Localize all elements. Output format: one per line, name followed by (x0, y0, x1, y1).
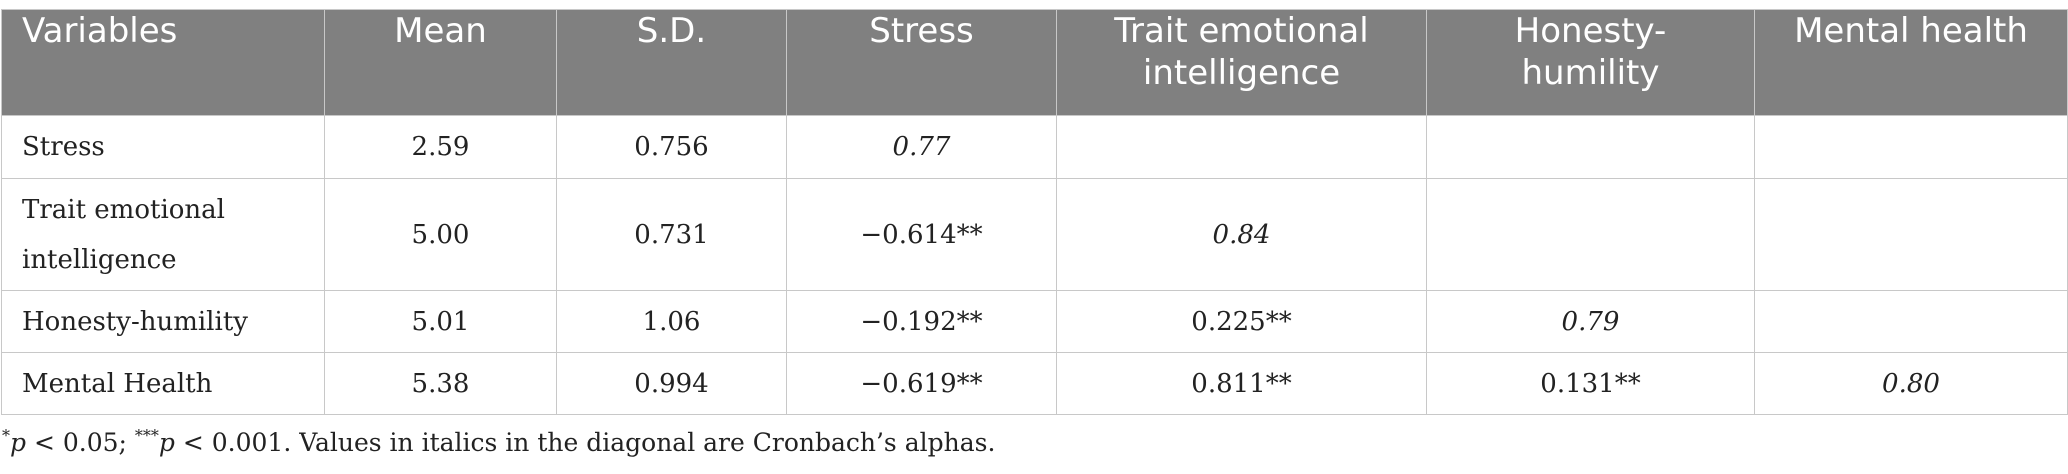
header-trait-line1: Trait emotional (1114, 11, 1369, 51)
cell-honesty: 0.131** (1426, 352, 1755, 415)
cell-mental (1754, 178, 2068, 291)
table-body: Stress 2.59 0.756 0.77 Trait emotional i… (1, 115, 2068, 415)
cell-mental (1754, 290, 2068, 353)
cell-stress-alpha: 0.77 (786, 115, 1057, 179)
cell-stress: −0.619** (786, 352, 1057, 415)
header-sd: S.D. (556, 9, 787, 116)
header-trait-line2: intelligence (1142, 53, 1341, 93)
row-label-stress: Stress (1, 115, 325, 179)
cell-sd: 0.994 (556, 352, 787, 415)
cell-sd: 0.756 (556, 115, 787, 179)
footnote-text-1: < 0.05; (26, 428, 135, 457)
correlation-table-container: Variables Mean S.D. Stress Trait emotion… (0, 9, 2068, 415)
cell-honesty-alpha: 0.79 (1426, 290, 1755, 353)
cell-trait-ei-alpha: 0.84 (1056, 178, 1427, 291)
table-row: Honesty-humility 5.01 1.06 −0.192** 0.22… (1, 290, 2068, 353)
header-honesty-line1: Honesty- (1514, 11, 1667, 51)
table-row: Mental Health 5.38 0.994 −0.619** 0.811*… (1, 352, 2068, 415)
header-trait-emotional-intelligence: Trait emotional intelligence (1056, 9, 1427, 116)
cell-mental-alpha: 0.80 (1754, 352, 2068, 415)
row-label-honesty-humility: Honesty-humility (1, 290, 325, 353)
row-label-trait-line1: Trait emotional (22, 194, 225, 225)
cell-mean: 5.01 (324, 290, 557, 353)
row-label-mental-health: Mental Health (1, 352, 325, 415)
cell-honesty (1426, 178, 1755, 291)
cell-mean: 5.00 (324, 178, 557, 291)
cell-honesty (1426, 115, 1755, 179)
footnote-star-single: * (2, 426, 10, 445)
footnote-text-2: < 0.001. Values in italics in the diagon… (174, 428, 996, 457)
header-stress: Stress (786, 9, 1057, 116)
cell-stress: −0.192** (786, 290, 1057, 353)
header-row: Variables Mean S.D. Stress Trait emotion… (1, 9, 2068, 116)
cell-mean: 2.59 (324, 115, 557, 179)
cell-trait-ei: 0.225** (1056, 290, 1427, 353)
table-footnote: *p < 0.05; ***p < 0.001. Values in itali… (2, 426, 996, 457)
cell-mental (1754, 115, 2068, 179)
cell-trait-ei: 0.811** (1056, 352, 1427, 415)
header-honesty-humility: Honesty- humility (1426, 9, 1755, 116)
cell-mean: 5.38 (324, 352, 557, 415)
cell-stress: −0.614** (786, 178, 1057, 291)
cell-sd: 1.06 (556, 290, 787, 353)
footnote-p-symbol: p (10, 428, 27, 457)
row-label-trait-emotional-intelligence: Trait emotional intelligence (1, 178, 325, 291)
header-variables: Variables (1, 9, 325, 116)
header-mental-health: Mental health (1754, 9, 2068, 116)
table-header: Variables Mean S.D. Stress Trait emotion… (1, 9, 2068, 116)
row-label-trait-line2: intelligence (22, 244, 177, 275)
footnote-star-triple: *** (134, 426, 159, 445)
correlation-table: Variables Mean S.D. Stress Trait emotion… (1, 9, 2068, 415)
table-row: Trait emotional intelligence 5.00 0.731 … (1, 178, 2068, 291)
cell-trait-ei (1056, 115, 1427, 179)
cell-sd: 0.731 (556, 178, 787, 291)
table-row: Stress 2.59 0.756 0.77 (1, 115, 2068, 179)
header-mean: Mean (324, 9, 557, 116)
header-honesty-line2: humility (1521, 53, 1660, 93)
footnote-p-symbol: p (158, 428, 175, 457)
